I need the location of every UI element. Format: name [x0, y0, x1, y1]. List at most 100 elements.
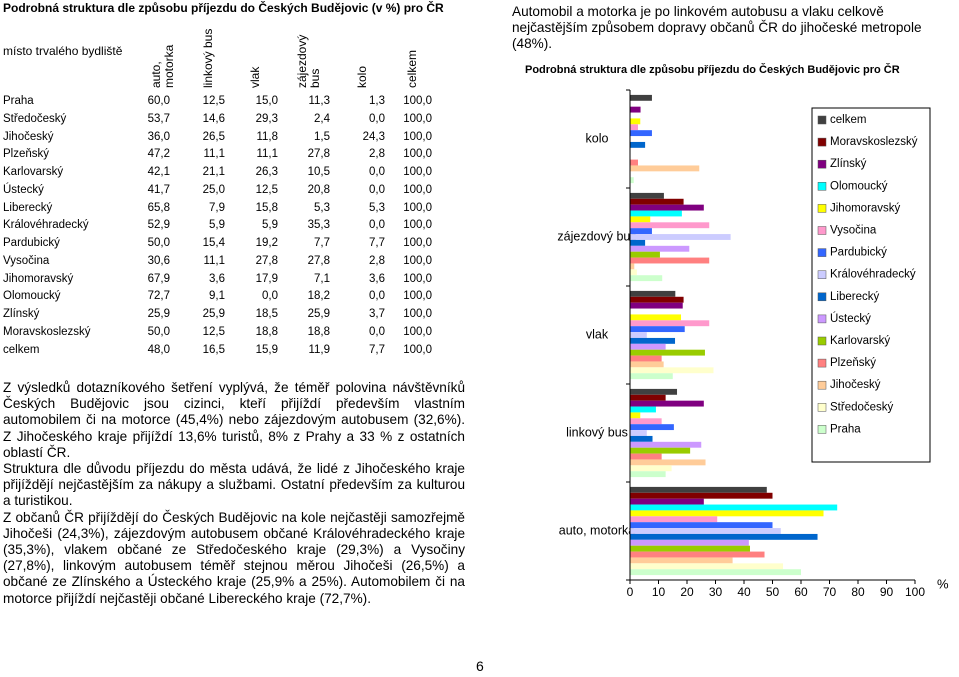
- bar: [630, 367, 714, 374]
- bar: [630, 296, 684, 303]
- bar: [630, 504, 838, 511]
- bar: [630, 453, 662, 460]
- legend-label: Jihomoravský: [830, 202, 901, 214]
- bar: [630, 516, 718, 523]
- x-tick-label: 70: [823, 585, 837, 599]
- bar: [630, 435, 653, 442]
- bar: [630, 159, 638, 166]
- table-cell: 11,8: [256, 130, 278, 143]
- table-cell: 42,1: [147, 166, 170, 178]
- table-cell: 29,3: [255, 112, 278, 125]
- table-cell: 27,8: [307, 254, 330, 267]
- table-cell: 11,1: [203, 254, 225, 267]
- table-cell: 7,9: [209, 201, 225, 214]
- table-cell: 100,0: [403, 130, 432, 143]
- legend-label: celkem: [830, 114, 866, 126]
- table-cell: 50,0: [147, 325, 170, 338]
- bar: [630, 124, 638, 131]
- table-cell: 7,7: [369, 343, 385, 356]
- table-cell: 18,8: [307, 325, 330, 338]
- table-cell: 20,8: [307, 183, 330, 196]
- bar: [630, 557, 733, 564]
- row-label: Olomoucký: [3, 290, 61, 303]
- table-cell: 48,0: [147, 343, 170, 356]
- row-label: Královéhradecký: [3, 219, 89, 232]
- table-cell: 7,7: [369, 237, 385, 249]
- legend-swatch: [817, 159, 827, 169]
- table-cell: 41,7: [147, 183, 170, 196]
- legend-label: Středočeský: [830, 401, 894, 413]
- x-tick-label: 0: [627, 585, 634, 599]
- table-cell: 9,1: [209, 290, 225, 303]
- legend-label: Vysočina: [830, 225, 877, 237]
- table-cell: 11,9: [308, 343, 330, 356]
- legend-label: Ústecký: [830, 312, 871, 325]
- table-cell: 27,8: [255, 254, 278, 267]
- table-cell: 72,7: [147, 290, 170, 303]
- table-cell: 25,9: [307, 308, 330, 320]
- bar: [630, 332, 647, 338]
- bar: [630, 177, 634, 184]
- category-label: kolo: [586, 131, 609, 145]
- legend-label: Karlovarský: [830, 335, 890, 347]
- bar: [630, 337, 676, 344]
- bar: [630, 204, 704, 211]
- table-cell: 0,0: [369, 325, 385, 338]
- bar: [630, 545, 750, 552]
- x-tick-label: 50: [766, 585, 780, 599]
- legend-swatch: [817, 314, 827, 324]
- table-cell: 52,9: [147, 219, 170, 232]
- table-cell: 15,8: [255, 201, 278, 214]
- bar: [630, 539, 749, 546]
- table-cell: 100,0: [403, 112, 432, 125]
- bar: [630, 263, 635, 270]
- x-tick-label: 60: [794, 585, 808, 599]
- table-cell: 1,3: [369, 95, 385, 107]
- table-cell: 12,5: [202, 325, 225, 338]
- legend-label: Liberecký: [830, 291, 879, 303]
- bar: [630, 275, 663, 282]
- bar: [630, 400, 704, 407]
- row-label: Středočeský: [3, 112, 67, 125]
- legend-label: Jihočeský: [830, 379, 881, 391]
- x-tick-label: 80: [851, 585, 865, 599]
- table-cell: 30,6: [147, 254, 170, 267]
- table-cell: 12,5: [202, 95, 225, 107]
- table-cell: 0,0: [369, 112, 385, 125]
- bar: [630, 198, 684, 205]
- text-block: Z výsledků dotazníkového šetření vyplývá…: [3, 380, 465, 607]
- legend-swatch: [817, 115, 827, 125]
- table-cell: 50,0: [147, 237, 170, 249]
- bar: [630, 522, 773, 529]
- bar: [630, 430, 647, 436]
- bar: [630, 118, 641, 125]
- bar: [630, 314, 682, 321]
- side-text: Automobil a motorka je po linkovém autob…: [512, 4, 922, 51]
- table-cell: 67,9: [147, 272, 170, 285]
- bar: [630, 406, 656, 413]
- bar: [630, 388, 678, 395]
- legend-swatch: [817, 137, 827, 147]
- row-label: Jihomoravský: [3, 272, 74, 285]
- bar: [630, 355, 662, 362]
- legend-label: Královéhradecký: [830, 269, 916, 281]
- legend-swatch: [817, 248, 827, 257]
- table-cell: 100,0: [403, 166, 432, 178]
- bar: [630, 106, 641, 113]
- bar: [630, 320, 710, 327]
- bar: [630, 192, 664, 199]
- bar: [630, 533, 818, 540]
- row-label: celkem: [3, 343, 40, 356]
- legend-swatch: [817, 425, 827, 434]
- legend-label: Moravskoslezský: [830, 136, 918, 148]
- table-cell: 60,0: [147, 95, 170, 107]
- bar: [630, 563, 784, 570]
- table-cell: 2,8: [369, 148, 385, 161]
- legend-label: Pardubický: [830, 247, 887, 259]
- bar: [630, 418, 662, 425]
- bar: [630, 412, 641, 419]
- x-tick-label: 90: [880, 585, 894, 599]
- table-cell: 16,5: [202, 343, 225, 356]
- bar: [630, 471, 666, 478]
- bar: [630, 141, 646, 148]
